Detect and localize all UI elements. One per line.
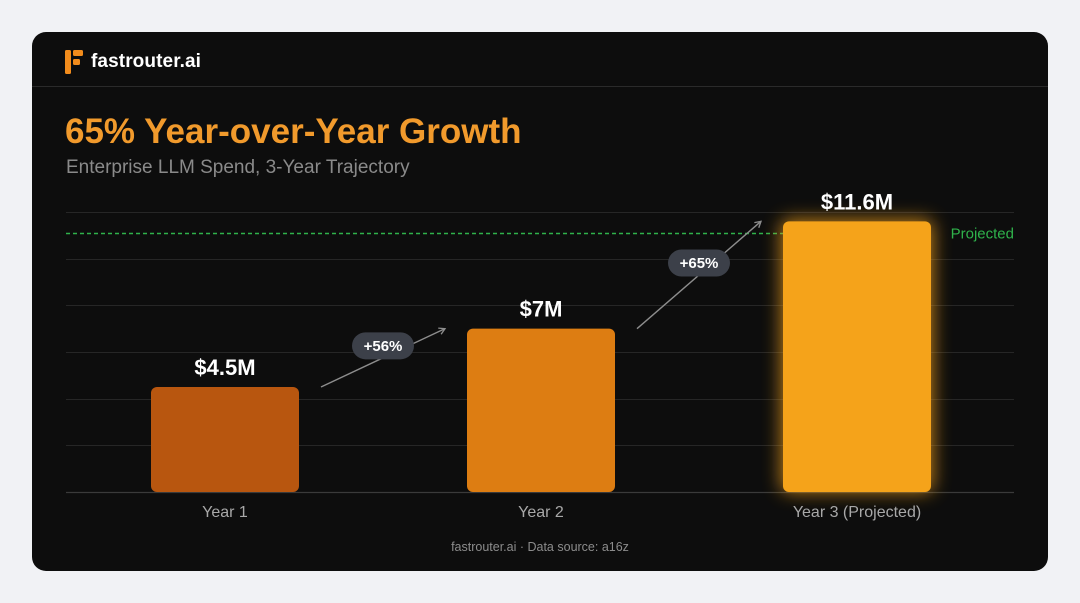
reference-line-label: Projected bbox=[951, 226, 1014, 243]
footer-source: fastrouter.ai · Data source: a16z bbox=[451, 540, 629, 554]
chart-title: 65% Year-over-Year Growth bbox=[65, 112, 522, 151]
chart-subtitle: Enterprise LLM Spend, 3-Year Trajectory bbox=[66, 157, 410, 178]
growth-badge-label: +56% bbox=[364, 338, 403, 355]
bar-value-label: $7M bbox=[520, 297, 563, 322]
growth-badge-label: +65% bbox=[680, 255, 719, 272]
bar-value-label: $4.5M bbox=[194, 355, 255, 380]
x-tick-label: Year 1 bbox=[202, 504, 248, 521]
x-tick-label: Year 3 (Projected) bbox=[793, 504, 921, 521]
bar-chart: Projected +56% +65% $4.5M Year 1 $7M Year 2 $… bbox=[66, 189, 1014, 521]
fastrouter-logo-icon bbox=[65, 50, 83, 74]
brand: fastrouter.ai bbox=[65, 48, 201, 76]
growth-badge bbox=[352, 332, 414, 360]
chart-card: fastrouter.ai 65% Year-over-Year Growth … bbox=[32, 32, 1048, 571]
x-tick-label: Year 2 bbox=[518, 504, 564, 521]
growth-badge bbox=[668, 249, 730, 277]
brand-name: fastrouter.ai bbox=[91, 51, 202, 72]
header-divider bbox=[32, 86, 1048, 87]
bar-1 bbox=[151, 387, 299, 492]
bar-3 bbox=[783, 221, 931, 493]
bar-2 bbox=[467, 328, 615, 492]
bar-value-label: $11.6M bbox=[821, 189, 893, 214]
